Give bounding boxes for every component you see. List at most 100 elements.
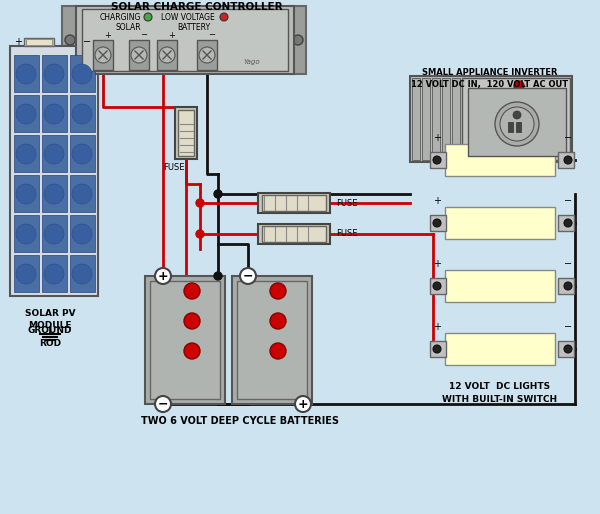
Text: SOLAR CHARGE CONTROLLER: SOLAR CHARGE CONTROLLER — [111, 2, 283, 12]
Text: SOLAR: SOLAR — [115, 23, 141, 31]
Bar — [468, 88, 566, 156]
Circle shape — [44, 64, 64, 84]
Bar — [42, 135, 67, 172]
Bar — [145, 276, 225, 404]
Bar — [70, 215, 95, 252]
Circle shape — [72, 264, 92, 284]
Bar — [14, 215, 39, 252]
Text: GROUND
ROD: GROUND ROD — [28, 326, 72, 347]
Text: LOW VOLTAGE: LOW VOLTAGE — [161, 12, 215, 22]
Bar — [14, 175, 39, 212]
Circle shape — [16, 224, 36, 244]
Circle shape — [564, 219, 572, 227]
Circle shape — [293, 35, 303, 45]
Text: FUSE: FUSE — [336, 229, 358, 238]
Bar — [82, 9, 288, 71]
Text: −: − — [83, 37, 91, 47]
Bar — [70, 135, 95, 172]
Text: +: + — [169, 30, 175, 40]
Text: −: − — [564, 322, 572, 332]
Bar — [237, 281, 307, 399]
Circle shape — [184, 343, 200, 359]
Bar — [175, 107, 197, 159]
Bar — [26, 39, 52, 45]
Circle shape — [72, 184, 92, 204]
Circle shape — [433, 345, 441, 353]
Circle shape — [513, 111, 521, 119]
Bar — [262, 226, 326, 242]
Bar — [129, 40, 149, 70]
Circle shape — [433, 282, 441, 290]
Bar — [232, 276, 312, 404]
Bar — [445, 333, 555, 365]
Bar — [445, 144, 555, 176]
Bar — [42, 215, 67, 252]
Bar — [422, 78, 430, 160]
Bar — [412, 78, 420, 160]
Circle shape — [44, 224, 64, 244]
Circle shape — [270, 283, 286, 299]
Circle shape — [564, 282, 572, 290]
Text: −: − — [209, 30, 215, 40]
Text: −: − — [564, 133, 572, 143]
Bar — [70, 175, 95, 212]
Circle shape — [214, 190, 222, 198]
Bar — [42, 175, 67, 212]
Text: CHARGING: CHARGING — [100, 12, 140, 22]
Bar — [14, 55, 39, 92]
Text: BATTERY: BATTERY — [178, 23, 211, 31]
Circle shape — [270, 313, 286, 329]
Bar — [430, 152, 446, 168]
Circle shape — [16, 264, 36, 284]
Text: +: + — [104, 30, 112, 40]
Bar — [14, 255, 39, 292]
Bar — [432, 78, 440, 160]
Text: TWO 6 VOLT DEEP CYCLE BATTERIES: TWO 6 VOLT DEEP CYCLE BATTERIES — [141, 416, 339, 426]
Text: FUSE: FUSE — [336, 198, 358, 208]
Bar — [157, 40, 177, 70]
Circle shape — [44, 104, 64, 124]
Bar — [93, 40, 113, 70]
Bar — [24, 38, 54, 46]
Circle shape — [184, 313, 200, 329]
Bar — [462, 78, 570, 160]
Bar — [558, 152, 574, 168]
Bar — [516, 122, 521, 132]
Bar — [430, 278, 446, 294]
Bar — [10, 46, 98, 296]
Circle shape — [44, 184, 64, 204]
Bar — [42, 55, 67, 92]
Text: +: + — [433, 196, 441, 206]
Text: SMALL APPLIANCE INVERTER
12 VOLT DC IN,  120 VOLT AC OUT: SMALL APPLIANCE INVERTER 12 VOLT DC IN, … — [412, 68, 569, 89]
Bar — [508, 122, 513, 132]
Circle shape — [16, 104, 36, 124]
Bar — [150, 281, 220, 399]
Circle shape — [214, 272, 222, 280]
Circle shape — [159, 47, 175, 63]
Bar — [70, 55, 95, 92]
Text: −: − — [564, 196, 572, 206]
Bar — [445, 207, 555, 239]
Circle shape — [295, 396, 311, 412]
Text: +: + — [14, 37, 22, 47]
Circle shape — [240, 268, 256, 284]
Bar — [430, 215, 446, 231]
Text: 12 VOLT  DC LIGHTS
WITH BUILT-IN SWITCH: 12 VOLT DC LIGHTS WITH BUILT-IN SWITCH — [442, 382, 557, 403]
Circle shape — [44, 144, 64, 164]
Circle shape — [220, 13, 228, 21]
Circle shape — [564, 156, 572, 164]
Circle shape — [514, 81, 524, 91]
Circle shape — [65, 35, 75, 45]
Bar — [70, 95, 95, 132]
Bar — [445, 270, 555, 302]
Circle shape — [155, 396, 171, 412]
Circle shape — [564, 345, 572, 353]
Text: FUSE: FUSE — [163, 163, 185, 172]
Circle shape — [144, 13, 152, 21]
Bar — [430, 341, 446, 357]
Circle shape — [131, 47, 147, 63]
Text: Yago: Yago — [244, 59, 260, 65]
Bar — [42, 255, 67, 292]
Circle shape — [500, 107, 534, 141]
Bar — [558, 341, 574, 357]
